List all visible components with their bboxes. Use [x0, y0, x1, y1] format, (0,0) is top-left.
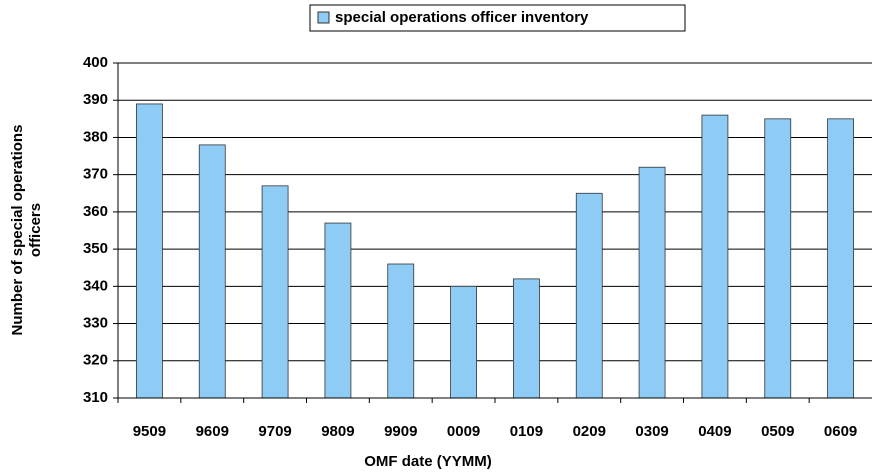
legend-box: [309, 4, 686, 32]
x-tick-label: 0109: [510, 423, 543, 440]
y-tick-label: 380: [83, 128, 108, 145]
x-tick-label: 0309: [635, 423, 668, 440]
bar: [450, 285, 477, 399]
legend-swatch: [317, 11, 330, 24]
bar: [198, 144, 226, 399]
x-tick-label: 9709: [258, 423, 291, 440]
y-tick-label: 370: [83, 166, 108, 183]
y-tick-label: 390: [83, 91, 108, 108]
bar: [575, 192, 603, 399]
bar: [827, 118, 854, 399]
y-tick-label: 360: [83, 203, 108, 220]
x-tick-label: 9909: [384, 423, 417, 440]
bar: [513, 278, 540, 399]
bar: [324, 222, 352, 399]
y-tick-label: 400: [83, 54, 108, 71]
y-tick-label: 320: [83, 352, 108, 369]
bar: [701, 114, 729, 399]
x-axis-title: OMF date (YYMM): [364, 453, 492, 470]
y-tick-label: 310: [83, 389, 108, 406]
y-axis-title: officers: [27, 203, 44, 257]
x-tick-label: 0409: [698, 423, 731, 440]
bar: [261, 185, 289, 399]
bar: [638, 166, 666, 399]
bar: [387, 263, 415, 399]
bar: [136, 103, 163, 399]
legend-label: special operations officer inventory: [335, 9, 589, 26]
x-tick-label: 9509: [133, 423, 166, 440]
y-tick-label: 340: [83, 277, 108, 294]
x-tick-label: 0209: [573, 423, 606, 440]
bar: [764, 118, 792, 399]
x-tick-label: 0609: [824, 423, 857, 440]
x-tick-label: 0009: [447, 423, 480, 440]
x-tick-label: 0509: [761, 423, 794, 440]
y-tick-label: 350: [83, 240, 108, 257]
y-tick-label: 330: [83, 315, 108, 332]
y-axis-title: Number of special operations: [9, 125, 26, 336]
x-tick-label: 9809: [321, 423, 354, 440]
x-tick-label: 9609: [196, 423, 229, 440]
